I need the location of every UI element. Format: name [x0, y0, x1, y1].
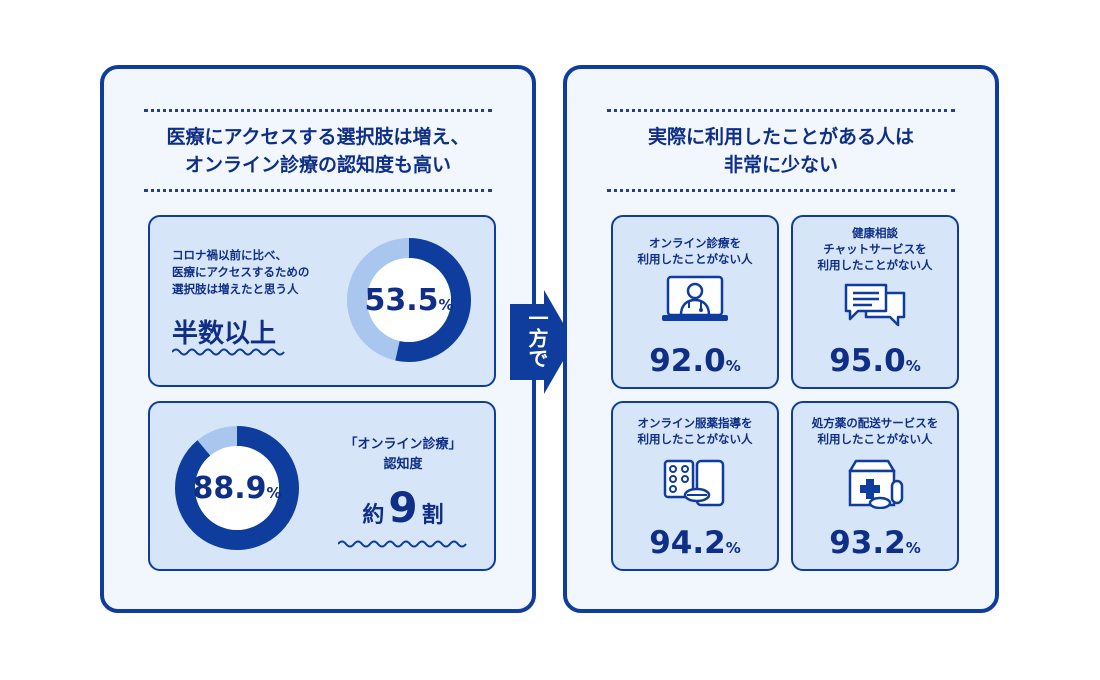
title-line: 利用したことがない人 [637, 432, 753, 446]
title-line: 利用したことがない人 [637, 252, 753, 266]
stat-card-prescription-delivery: 処方薬の配送サービスを 利用したことがない人 93.2% [791, 401, 959, 571]
awareness-card: 88.9% 「オンライン診療」 認知度 約9 割 [148, 401, 496, 571]
title-line: 利用したことがない人 [817, 432, 933, 446]
donut-progress [175, 426, 299, 550]
title-line: 処方薬の配送サービスを [811, 416, 939, 430]
arrow-right-icon [510, 290, 574, 394]
stat-card-title: 処方薬の配送サービスを 利用したことがない人 [793, 415, 957, 447]
right-heading-line1: 実際に利用したことがある人は [647, 126, 914, 148]
value-unit: % [905, 539, 921, 557]
highlight-suffix: 割 [421, 503, 444, 528]
left-heading-line1: 医療にアクセスする選択肢は増え、 [166, 126, 470, 148]
donut-value-88: 88.9% [172, 471, 302, 506]
choice-increase-card: コロナ禍以前に比べ、 医療にアクセスするための 選択肢は増えたと思う人 半数以上… [148, 215, 496, 387]
highlight-majority: 半数以上 [172, 319, 277, 349]
right-heading-line2: 非常に少ない [723, 154, 838, 176]
title-line: オンライン診療を [649, 236, 741, 250]
dotted-divider [144, 189, 492, 192]
stat-card-title: 健康相談 チャットサービスを 利用したことがない人 [793, 225, 957, 273]
right-heading: 実際に利用したことがある人は 非常に少ない [567, 123, 995, 179]
stat-value: 94.2% [613, 525, 777, 561]
left-heading-line2: オンライン診療の認知度も高い [184, 154, 451, 176]
stat-value: 93.2% [793, 525, 957, 561]
description-line: 医療にアクセスするための [172, 265, 310, 279]
highlight-number: 9 [388, 483, 418, 532]
donut-progress [347, 238, 471, 362]
value-number: 94.2 [649, 525, 726, 561]
highlight-ninety-percent: 約9 割 [328, 483, 478, 532]
stat-value: 95.0% [793, 343, 957, 379]
value-unit: % [438, 296, 454, 314]
wavy-underline [338, 540, 467, 548]
title-line: 利用したことがない人 [817, 258, 933, 272]
title-line: チャットサービスを [823, 242, 927, 256]
stat-card-title: オンライン服薬指導を 利用したことがない人 [613, 415, 777, 447]
donut-hole [367, 258, 451, 342]
title-line: 健康相談 [852, 226, 898, 240]
value-number: 88.9 [192, 471, 267, 506]
chat-bubbles-icon [844, 283, 906, 327]
stat-card-online-consultation: オンライン診療を 利用したことがない人 92.0% [611, 215, 779, 389]
title-line: オンライン服薬指導を [637, 416, 753, 430]
dotted-divider [607, 189, 955, 192]
awareness-title: 「オンライン診療」 認知度 [328, 435, 478, 475]
value-unit: % [725, 539, 741, 557]
awareness-title-line: 認知度 [383, 457, 423, 472]
right-panel: 実際に利用したことがある人は 非常に少ない オンライン診療を 利用したことがない… [563, 65, 999, 613]
value-number: 92.0 [649, 343, 726, 379]
stat-card-title: オンライン診療を 利用したことがない人 [613, 235, 777, 267]
description-line: 選択肢は増えたと思う人 [172, 282, 299, 296]
donut-value-53: 53.5% [344, 283, 474, 318]
stat-card-health-chat: 健康相談 チャットサービスを 利用したことがない人 95.0% [791, 215, 959, 389]
wavy-underline [172, 348, 285, 356]
dotted-divider [607, 109, 955, 112]
stat-value: 92.0% [613, 343, 777, 379]
connector-label: 一方で [525, 308, 549, 368]
dotted-divider [144, 109, 492, 112]
value-unit: % [905, 357, 921, 375]
donut-chart-88 [175, 426, 299, 550]
value-number: 53.5 [364, 283, 439, 318]
awareness-title-line: 「オンライン診療」 [344, 437, 462, 452]
stat-card-medication-guidance: オンライン服薬指導を 利用したことがない人 94.2% [611, 401, 779, 571]
donut-chart-53 [347, 238, 471, 362]
highlight-prefix: 約 [362, 503, 385, 528]
value-number: 95.0 [829, 343, 906, 379]
donut-hole [195, 446, 279, 530]
left-panel: 医療にアクセスする選択肢は増え、 オンライン診療の認知度も高い コロナ禍以前に比… [100, 65, 536, 613]
medicine-box-icon [848, 459, 904, 509]
value-number: 93.2 [829, 525, 906, 561]
left-heading: 医療にアクセスする選択肢は増え、 オンライン診療の認知度も高い [104, 123, 532, 179]
medicine-tablet-icon [663, 459, 725, 507]
value-unit: % [266, 484, 282, 502]
value-unit: % [725, 357, 741, 375]
choice-increase-description: コロナ禍以前に比べ、 医療にアクセスするための 選択肢は増えたと思う人 [172, 247, 309, 298]
doctor-monitor-icon [662, 275, 728, 321]
description-line: コロナ禍以前に比べ、 [172, 248, 287, 262]
